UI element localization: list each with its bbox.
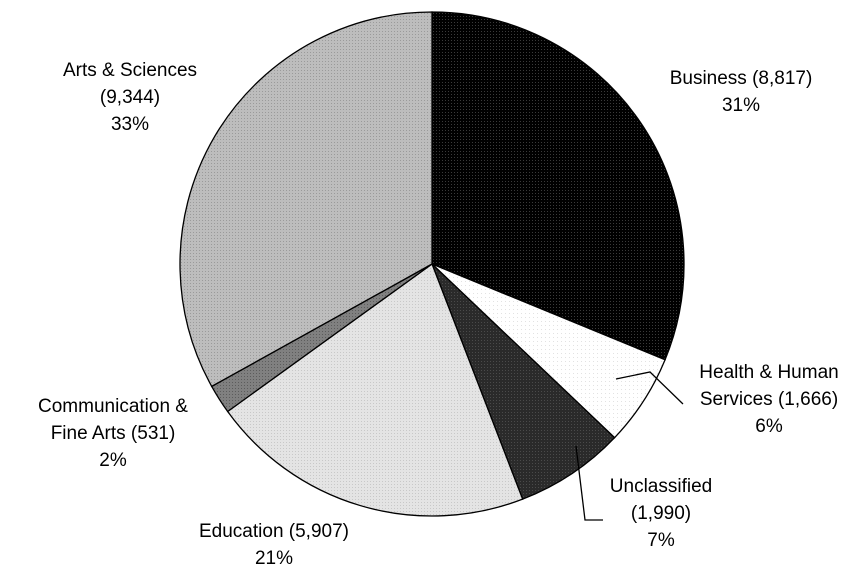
pie-slice-business	[431, 11, 685, 361]
slice-label-education: Education (5,907) 21%	[199, 521, 349, 569]
slice-label-line: Arts & Sciences	[63, 60, 197, 81]
slice-label-health-human-services: Health & Human Services (1,666) 6%	[699, 362, 838, 437]
leader-line-unclassified	[575, 445, 603, 521]
slice-label-line: Fine Arts (531)	[51, 423, 176, 444]
slice-label-line: Business (8,817)	[670, 68, 813, 89]
slice-label-line: 21%	[255, 548, 293, 569]
leader-line-health-human-services	[615, 371, 684, 405]
leader-lines	[575, 371, 684, 521]
slice-label-business: Business (8,817) 31%	[670, 68, 813, 116]
slice-labels: Business (8,817) 31% Health & Human Service…	[38, 60, 839, 569]
slice-label-line: (1,990)	[631, 503, 691, 524]
pie-slice-unclassified	[431, 263, 616, 500]
slice-label-arts-sciences: Arts & Sciences (9,344) 33%	[63, 60, 197, 135]
slice-label-line: 6%	[755, 416, 783, 437]
slice-label-line: 7%	[647, 530, 675, 551]
pie-slice-arts-sciences	[179, 11, 433, 388]
slice-label-unclassified: Unclassified (1,990) 7%	[610, 476, 712, 551]
slice-label-line: Communication &	[38, 396, 188, 417]
slice-label-line: 33%	[111, 114, 149, 135]
slice-label-line: 31%	[722, 95, 760, 116]
slice-label-communication-fine-arts: Communication & Fine Arts (531) 2%	[38, 396, 188, 471]
pie-slice-education	[226, 262, 524, 517]
slice-label-line: Services (1,666)	[700, 389, 838, 410]
slice-label-line: 2%	[99, 450, 127, 471]
slice-label-line: (9,344)	[100, 87, 160, 108]
slice-label-line: Education (5,907)	[199, 521, 349, 542]
pie-slices	[179, 11, 685, 517]
slice-label-line: Unclassified	[610, 476, 712, 497]
slice-label-line: Health & Human	[699, 362, 838, 383]
